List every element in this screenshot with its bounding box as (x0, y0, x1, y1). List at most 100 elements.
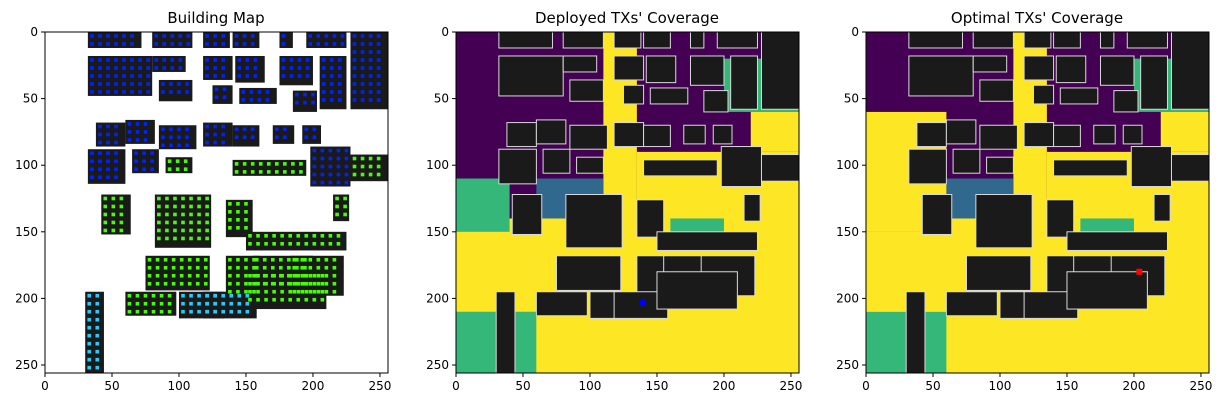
receiver-point (147, 281, 152, 286)
building (1055, 55, 1087, 84)
panel-building-map: Building Map 0 50 100 150 200 250050100150200… (15, 9, 391, 393)
building (495, 291, 516, 373)
receiver-point (228, 202, 232, 206)
receiver-point (368, 90, 373, 94)
receiver-point (87, 309, 92, 314)
receiver-point (195, 281, 200, 286)
receiver-point (264, 289, 268, 294)
receiver-point (343, 212, 347, 217)
x-tick-label: 50 (925, 379, 940, 393)
building (1046, 199, 1075, 238)
receiver-point (336, 234, 341, 238)
receiver-point (376, 172, 381, 177)
receiver-point (167, 159, 172, 164)
receiver-point (242, 127, 247, 132)
building (716, 32, 758, 49)
receiver-point (336, 156, 341, 161)
receiver-point (187, 257, 192, 262)
receiver-point (256, 289, 260, 294)
receiver-point (252, 281, 256, 286)
receiver-point (236, 265, 240, 270)
building (498, 32, 553, 49)
y-tick-label: 200 (426, 291, 449, 305)
receiver-point (114, 175, 118, 179)
receiver-point (300, 273, 305, 278)
receiver-point (161, 127, 165, 132)
receiver-point (197, 204, 201, 209)
receiver-point (321, 74, 326, 78)
receiver-point (147, 273, 152, 278)
receiver-point (221, 124, 225, 129)
receiver-point (147, 265, 152, 270)
receiver-point (305, 66, 310, 70)
receiver-point (335, 204, 339, 209)
receiver-point (179, 281, 184, 286)
receiver-point (228, 289, 232, 294)
receiver-point (114, 66, 118, 70)
receiver-point (352, 98, 357, 102)
receiver-point (106, 42, 110, 46)
receiver-point (163, 273, 168, 278)
receiver-point (368, 66, 373, 70)
receiver-point (296, 241, 301, 246)
receiver-point (205, 212, 209, 217)
receiver-point (328, 241, 333, 246)
receiver-point (229, 309, 234, 314)
receiver-point (241, 98, 246, 102)
receiver-point (360, 172, 365, 177)
receiver-point (292, 273, 297, 278)
axes-frame (455, 31, 800, 374)
receiver-point (316, 273, 321, 278)
receiver-point (300, 257, 305, 262)
building (986, 156, 1014, 174)
receiver-point (360, 66, 365, 70)
receiver-point (368, 82, 373, 86)
receiver-point (146, 58, 150, 62)
receiver-point (106, 167, 110, 171)
receiver-point (205, 196, 209, 201)
receiver-point (295, 100, 299, 105)
receiver-point (157, 228, 161, 233)
receiver-point (186, 42, 191, 46)
receiver-point (221, 66, 225, 70)
receiver-point (177, 90, 181, 94)
x-tick-label: 0 (862, 379, 870, 393)
receiver-point (213, 132, 217, 137)
receiver-point (254, 257, 259, 262)
building (1023, 122, 1055, 148)
receiver-point (250, 42, 255, 46)
receiver-point (296, 289, 301, 294)
receiver-point (250, 170, 255, 174)
panel-deployed-coverage: Deployed TXs' Coverage 0 50 100 150 200 25005… (426, 9, 802, 393)
receiver-point (343, 196, 347, 201)
receiver-point (189, 301, 193, 306)
receiver-point (111, 228, 116, 233)
receiver-point (203, 281, 208, 286)
receiver-point (90, 167, 94, 171)
receiver-point (312, 234, 317, 238)
building (712, 124, 733, 145)
coverage-region (456, 178, 510, 232)
receiver-point (114, 34, 118, 38)
receiver-point (236, 226, 240, 230)
receiver-point (189, 236, 193, 241)
receiver-point (203, 265, 208, 270)
receiver-point (360, 156, 365, 161)
receiver-point (352, 82, 357, 86)
receiver-point (179, 257, 184, 262)
receiver-point (187, 281, 192, 286)
receiver-point (288, 289, 292, 294)
receiver-point (161, 90, 165, 94)
receiver-point (162, 66, 167, 70)
receiver-point (143, 138, 148, 142)
receiver-point (332, 34, 337, 38)
receiver-point (292, 257, 297, 262)
receiver-point (169, 135, 173, 140)
receiver-point (151, 301, 156, 306)
receiver-point (87, 317, 92, 322)
receiver-point (360, 42, 365, 46)
receiver-point (161, 82, 165, 86)
receiver-point (376, 42, 381, 46)
receiver-point (368, 74, 373, 78)
